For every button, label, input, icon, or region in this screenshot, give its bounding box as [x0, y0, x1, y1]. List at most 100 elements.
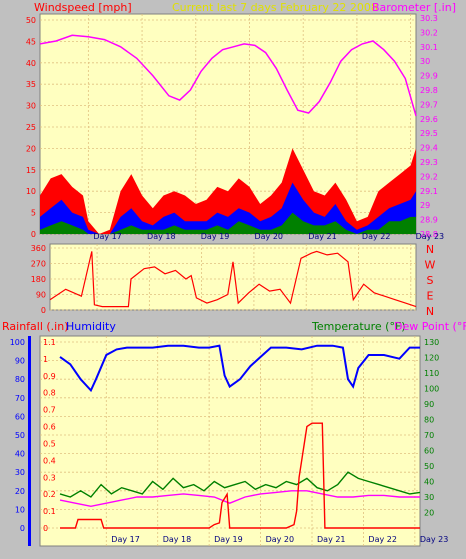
direction-tick-label: 0	[41, 306, 46, 315]
x-tick-label: Day 21	[317, 535, 346, 544]
temperature-tick-label: 100	[424, 385, 439, 394]
dewpoint-axis-label: Dew Point (°F)	[394, 320, 466, 333]
x-tick-label: Day 23	[416, 232, 445, 241]
rain-tick-label: 1	[43, 355, 48, 364]
direction-tick-label: 360	[31, 244, 46, 253]
x-tick-label: Day 20	[266, 535, 295, 544]
rain-tick-label: 0.7	[43, 406, 56, 415]
series-line-dew-point-f-	[59, 490, 420, 508]
x-tick-label: Day 19	[214, 535, 243, 544]
wind-tick-label: 5	[31, 209, 36, 218]
baro-tick-label: 30	[420, 57, 430, 66]
series-line-temperature-f-	[59, 471, 421, 498]
temperature-tick-label: 80	[424, 416, 434, 425]
baro-tick-label: 29.1	[420, 187, 438, 196]
humidity-tick-label: 40	[15, 450, 25, 459]
humidity-tick-label: 100	[10, 338, 25, 347]
baro-tick-label: 29.7	[420, 100, 438, 109]
humidity-tick-label: 0	[20, 524, 25, 533]
rainfall-axis-bar	[28, 336, 31, 546]
wind-tick-label: 35	[26, 80, 36, 89]
wind-tick-label: 0	[31, 230, 36, 239]
compass-tick-label: E	[427, 290, 434, 303]
rain-tick-label: 0.1	[43, 507, 56, 516]
rain-tick-label: 1.1	[43, 338, 56, 347]
barometer-axis-label: Barometer [.in]	[372, 1, 456, 14]
baro-tick-label: 29	[420, 201, 430, 210]
x-tick-label: Day 23	[420, 535, 449, 544]
temperature-tick-label: 130	[424, 338, 439, 347]
baro-tick-label: 29.3	[420, 158, 438, 167]
temperature-tick-label: 110	[424, 369, 439, 378]
wind-tick-label: 40	[26, 59, 36, 68]
rain-tick-label: 0.5	[43, 439, 56, 448]
wind-axis-label: Windspeed [mph]	[34, 1, 132, 14]
wind-area-wind-low	[40, 212, 416, 234]
baro-tick-label: 29.9	[420, 72, 438, 81]
humidity-temp-plot-area	[39, 335, 421, 547]
rain-tick-label: 0.4	[43, 456, 56, 465]
rain-tick-label: 0.2	[43, 490, 56, 499]
wind-tick-label: 10	[26, 187, 36, 196]
rainfall-axis-label: Rainfall (.in)	[2, 320, 69, 333]
humidity-axis-label: Humidity	[66, 320, 116, 333]
humidity-tick-label: 80	[15, 375, 25, 384]
wind-area-wind-average	[40, 182, 416, 234]
temperature-tick-label: 60	[424, 447, 434, 456]
baro-tick-label: 28.9	[420, 216, 438, 225]
baro-tick-label: 30.1	[420, 43, 438, 52]
rain-tick-label: 0.6	[43, 423, 56, 432]
wind-tick-label: 30	[26, 102, 36, 111]
x-tick-label: Day 22	[362, 232, 391, 241]
temperature-axis-label: Temperature (°F)	[311, 320, 406, 333]
compass-tick-label: W	[425, 259, 436, 272]
baro-tick-label: 29.2	[420, 172, 438, 181]
rain-tick-label: 0.9	[43, 372, 56, 381]
x-tick-label: Day 18	[163, 535, 192, 544]
baro-tick-label: 28.8	[420, 230, 438, 239]
wind-direction-marks	[49, 250, 417, 308]
wind-direction-line	[49, 250, 417, 308]
humidity-tick-label: 90	[15, 357, 25, 366]
temperature-tick-label: 20	[424, 509, 434, 518]
direction-tick-label: 180	[31, 275, 46, 284]
wind-tick-label: 15	[26, 166, 36, 175]
wind-direction-tick-labels: 0 N 90 E 180 S 270 W 360 N	[31, 243, 436, 318]
wind-baro-marks	[39, 34, 417, 234]
compass-tick-label: N	[426, 243, 434, 256]
baro-tick-label: 30.3	[420, 14, 438, 23]
temperature-tick-label: 120	[424, 354, 439, 363]
series-line-rainfall-in-	[60, 422, 420, 529]
chart-title: Current last 7 days February 22 2008	[172, 1, 378, 14]
humidity-tick-label: 70	[15, 394, 25, 403]
humidity-tick-label: 10	[15, 505, 25, 514]
baro-tick-label: 29.6	[420, 115, 438, 124]
humidity-tick-label: 50	[15, 431, 25, 440]
temperature-tick-label: 40	[424, 478, 434, 487]
compass-tick-label: S	[427, 274, 434, 287]
humidity-tick-label: 60	[15, 412, 25, 421]
barometer-line	[39, 34, 417, 117]
wind-tick-label: 45	[26, 37, 36, 46]
x-tick-label: Day 22	[368, 535, 397, 544]
rain-tick-label: 0.8	[43, 389, 56, 398]
x-tick-label: Day 17	[111, 535, 140, 544]
wind-tick-label: 50	[26, 16, 36, 25]
humidity-temp-tick-labels: 0 10 20 30 40 50 60 70 80 90 100 0 0.1 0.2 0.3 0.4 0.5 0.…	[10, 338, 449, 544]
humidity-tick-label: 20	[15, 487, 25, 496]
x-tick-label: Day 21	[308, 232, 337, 241]
x-tick-label: Day 20	[254, 232, 283, 241]
temperature-tick-label: 90	[424, 400, 434, 409]
x-tick-label: Day 18	[147, 232, 176, 241]
wind-tick-label: 25	[26, 123, 36, 132]
compass-tick-label: N	[426, 305, 434, 318]
baro-tick-label: 29.8	[420, 86, 438, 95]
wind-tick-label: 20	[26, 144, 36, 153]
wind-direction-grid	[50, 244, 416, 311]
direction-tick-label: 90	[36, 291, 46, 300]
direction-tick-label: 270	[31, 260, 46, 269]
temperature-tick-label: 50	[424, 462, 434, 471]
rain-tick-label: 0	[43, 524, 48, 533]
